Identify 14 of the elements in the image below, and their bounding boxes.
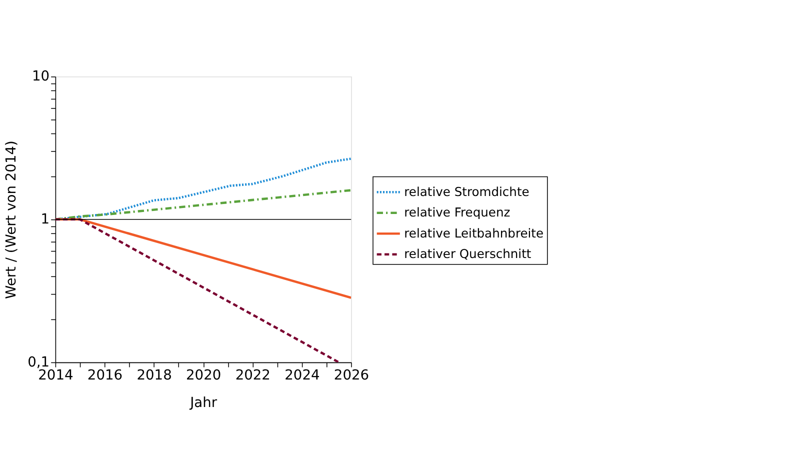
legend-label: relative Leitbahnbreite xyxy=(404,226,544,240)
x-tick-label: 2016 xyxy=(87,368,123,384)
legend-label: relativer Querschnitt xyxy=(404,247,532,262)
y-tick-label: 10 xyxy=(32,68,50,85)
x-tick-label: 2022 xyxy=(235,368,270,384)
x-tick-label: 2026 xyxy=(334,368,370,384)
x-axis-title: Jahr xyxy=(189,395,218,412)
x-tick-label: 2018 xyxy=(136,368,172,384)
x-tick-label: 2024 xyxy=(284,368,320,384)
legend-label: relative Stromdichte xyxy=(404,184,530,199)
x-tick-label: 2020 xyxy=(186,368,222,384)
y-tick-label: 1 xyxy=(40,212,50,228)
y-axis-title: Wert / (Wert von 2014) xyxy=(3,140,20,299)
legend-label: relative Frequenz xyxy=(404,206,510,220)
